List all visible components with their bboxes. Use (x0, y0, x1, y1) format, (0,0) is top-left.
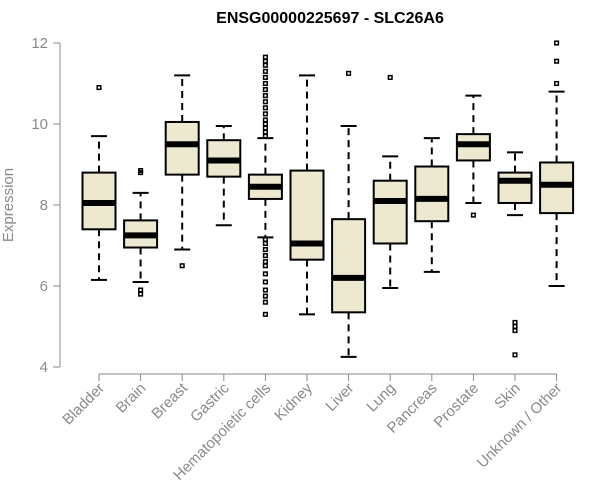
iqr-box (164, 120, 200, 176)
box-pancreas (414, 137, 450, 273)
outlier-point (262, 133, 268, 139)
outlier-point (262, 299, 268, 305)
outlier-point (512, 328, 518, 334)
box-bladder (81, 85, 117, 281)
outlier-point (262, 311, 268, 317)
iqr-box (372, 179, 408, 245)
x-tick-label: Brain (113, 380, 150, 417)
outlier-point (262, 62, 268, 68)
outlier-point (262, 111, 268, 117)
y-axis: 4 6 8 10 12 (31, 35, 61, 376)
outlier-point (262, 105, 268, 111)
x-tick-label: Breast (148, 379, 191, 422)
y-axis-label: Expression (0, 168, 17, 242)
outlier-point (262, 259, 268, 265)
box-breast (164, 74, 200, 269)
outlier-point (512, 352, 518, 358)
box-unknown-other (539, 40, 575, 287)
outlier-point (387, 74, 393, 80)
box-liver (331, 70, 367, 358)
iqr-box (455, 133, 491, 162)
outlier-point (554, 58, 560, 64)
outlier-point (512, 323, 518, 330)
outlier-point (262, 93, 268, 99)
outlier-point (262, 247, 268, 253)
x-tick-label: Kidney (271, 379, 316, 424)
y-tick-label: 12 (31, 35, 48, 52)
x-tick-label: Lung (363, 380, 399, 416)
outlier-point (138, 291, 144, 297)
outlier-point (262, 99, 268, 105)
outlier-point (262, 87, 268, 93)
y-tick-label: 10 (31, 116, 48, 133)
y-tick-label: 4 (40, 359, 48, 376)
outlier-point (262, 240, 268, 247)
outlier-point (262, 287, 268, 293)
outlier-point (554, 40, 560, 46)
outlier-point (262, 80, 268, 87)
outlier-point (138, 287, 144, 293)
x-tick-label: Skin (491, 380, 524, 413)
chart-title: ENSG00000225697 - SLC26A6 (216, 10, 444, 27)
x-tick-label: Liver (322, 380, 357, 415)
outlier-point (262, 74, 268, 80)
outlier-point (512, 319, 518, 325)
outlier-point (262, 263, 268, 269)
box-hematopoietic-cells (247, 54, 283, 317)
box-skin (497, 151, 533, 358)
outlier-point (96, 85, 102, 91)
outlier-point (138, 168, 144, 174)
iqr-box (414, 165, 450, 223)
outlier-point (262, 236, 268, 242)
box-brain (123, 168, 159, 297)
outlier-point (179, 263, 185, 269)
outlier-point (262, 271, 268, 277)
outlier-point (262, 117, 268, 123)
outlier-point (262, 279, 268, 285)
boxes-group (81, 40, 575, 358)
outlier-point (262, 68, 268, 74)
y-tick-label: 8 (40, 197, 48, 214)
outlier-point (262, 54, 268, 60)
outlier-point (346, 70, 352, 76)
outlier-point (554, 80, 560, 87)
iqr-box (331, 218, 367, 314)
box-kidney (289, 74, 325, 316)
box-gastric (206, 125, 242, 227)
outlier-point (262, 129, 268, 135)
x-tick-label: Prostate (431, 380, 483, 432)
iqr-box (539, 161, 575, 215)
outlier-point (262, 58, 268, 64)
iqr-box (497, 171, 533, 204)
y-tick-label: 6 (40, 278, 48, 295)
box-prostate (455, 94, 491, 218)
outlier-point (262, 121, 268, 127)
outlier-point (262, 125, 268, 131)
outlier-point (262, 293, 268, 299)
outlier-point (262, 253, 268, 259)
outlier-point (470, 212, 476, 218)
x-tick-label: Bladder (59, 380, 108, 429)
box-lung (372, 74, 408, 290)
